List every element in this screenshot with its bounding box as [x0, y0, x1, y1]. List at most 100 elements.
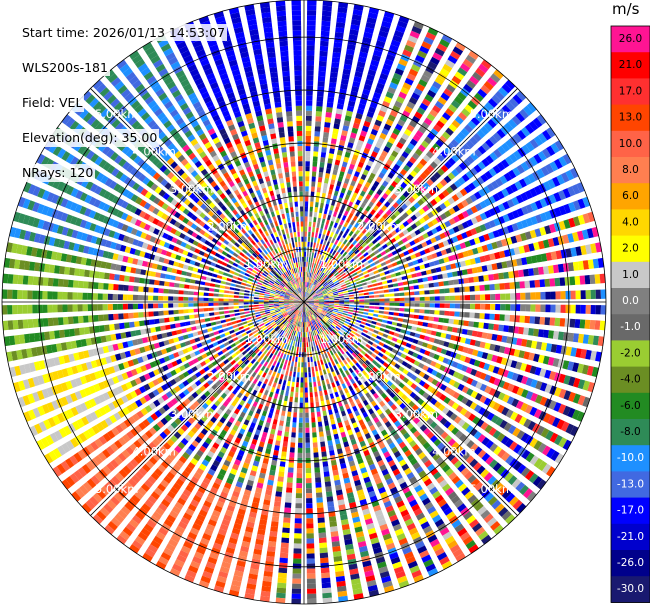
- velocity-gate: [301, 347, 304, 353]
- velocity-gate: [279, 466, 285, 472]
- velocity-gate: [347, 311, 354, 315]
- velocity-gate: [309, 277, 312, 283]
- velocity-gate: [306, 25, 316, 31]
- velocity-gate: [327, 258, 331, 264]
- velocity-gate: [529, 187, 538, 198]
- velocity-gate: [342, 232, 348, 239]
- velocity-gate: [290, 442, 296, 448]
- velocity-gate: [311, 422, 316, 428]
- velocity-gate: [299, 402, 303, 408]
- velocity-gate: [464, 338, 471, 345]
- velocity-gate: [366, 111, 375, 118]
- velocity-gate: [481, 105, 491, 115]
- velocity-gate: [385, 141, 393, 149]
- velocity-gate: [429, 303, 435, 308]
- velocity-gate: [411, 192, 419, 200]
- velocity-gate: [423, 283, 429, 289]
- velocity-gate: [439, 68, 450, 77]
- velocity-gate: [560, 304, 566, 313]
- velocity-gate: [342, 68, 351, 75]
- velocity-gate: [323, 268, 328, 274]
- velocity-gate: [305, 452, 311, 458]
- velocity-gate: [396, 322, 403, 327]
- velocity-gate: [505, 185, 514, 195]
- velocity-gate: [437, 96, 447, 106]
- velocity-gate: [337, 197, 343, 203]
- velocity-gate: [511, 210, 520, 219]
- velocity-gate: [403, 263, 409, 269]
- velocity-gate: [394, 302, 400, 306]
- velocity-gate: [317, 380, 321, 387]
- velocity-gate: [457, 91, 467, 101]
- velocity-gate: [458, 278, 464, 285]
- velocity-gate: [307, 10, 317, 16]
- velocity-gate: [555, 250, 563, 260]
- velocity-gate: [439, 232, 446, 240]
- velocity-gate: [349, 29, 359, 36]
- velocity-gate: [278, 562, 288, 569]
- velocity-gate: [295, 382, 299, 388]
- velocity-gate: [367, 12, 378, 20]
- velocity-gate: [383, 145, 391, 153]
- velocity-gate: [414, 252, 421, 258]
- velocity-gate: [421, 98, 431, 107]
- velocity-gate: [289, 452, 295, 458]
- velocity-gate: [329, 414, 334, 420]
- velocity-gate: [480, 125, 490, 136]
- velocity-gate: [404, 44, 414, 53]
- velocity-gate: [365, 116, 373, 123]
- velocity-gate: [332, 311, 338, 315]
- velocity-gate: [314, 126, 321, 132]
- velocity-gate: [373, 146, 381, 154]
- velocity-gate: [505, 293, 511, 300]
- velocity-gate: [359, 156, 366, 164]
- velocity-gate: [404, 268, 411, 274]
- velocity-gate: [393, 163, 401, 171]
- velocity-gate: [433, 338, 440, 345]
- velocity-gate: [333, 307, 339, 309]
- velocity-gate: [494, 314, 500, 321]
- velocity-gate: [392, 283, 399, 287]
- velocity-gate: [381, 68, 390, 76]
- velocity-gate: [432, 323, 438, 329]
- velocity-gate: [325, 277, 330, 282]
- velocity-gate: [327, 272, 333, 277]
- velocity-gate: [423, 214, 430, 222]
- velocity-gate: [455, 244, 462, 251]
- velocity-gate: [346, 241, 351, 247]
- velocity-gate: [372, 317, 378, 321]
- velocity-gate: [384, 302, 390, 306]
- velocity-gate: [394, 298, 400, 302]
- velocity-gate: [470, 217, 478, 225]
- velocity-gate: [317, 75, 326, 82]
- velocity-gate: [483, 122, 493, 132]
- velocity-gate: [535, 200, 543, 210]
- velocity-gate: [407, 35, 418, 44]
- velocity-gate: [313, 146, 319, 152]
- velocity-gate: [342, 199, 348, 205]
- velocity-gate: [380, 105, 388, 113]
- velocity-gate: [304, 297, 306, 302]
- velocity-gate: [368, 272, 375, 277]
- velocity-gate: [328, 296, 334, 298]
- velocity-gate: [328, 281, 334, 286]
- velocity-gate: [305, 276, 307, 282]
- velocity-gate: [349, 163, 355, 170]
- velocity-gate: [294, 518, 302, 524]
- velocity-gate: [330, 419, 336, 425]
- velocity-gate: [568, 217, 576, 228]
- velocity-gate: [308, 282, 311, 288]
- velocity-gate: [306, 20, 316, 26]
- velocity-gate: [322, 0, 333, 7]
- velocity-gate: [332, 244, 337, 250]
- velocity-gate: [465, 230, 473, 238]
- velocity-gate: [328, 308, 334, 311]
- velocity-gate: [468, 50, 479, 60]
- velocity-gate: [460, 63, 471, 73]
- velocity-gate: [571, 184, 581, 195]
- velocity-gate: [443, 146, 452, 155]
- velocity-gate: [320, 30, 330, 37]
- velocity-gate: [353, 264, 359, 269]
- velocity-gate: [324, 352, 328, 359]
- velocity-gate: [322, 461, 329, 467]
